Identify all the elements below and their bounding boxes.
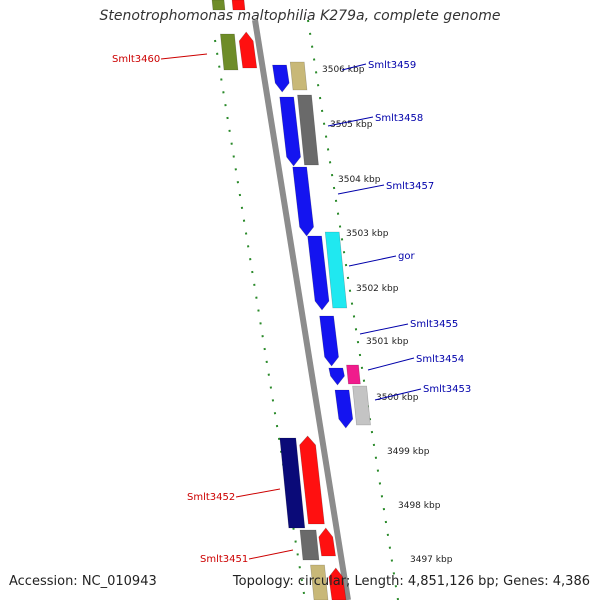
- gene-label-smlt3455: Smlt3455: [410, 319, 458, 330]
- gene-minus-arrow: [238, 31, 258, 69]
- gene-partial-top-olive: [211, 0, 226, 11]
- scale-tick-label: 3498 kbp: [398, 501, 441, 511]
- gene-smlt3460-block: [220, 33, 239, 71]
- scale-tick-label: 3502 kbp: [356, 284, 399, 294]
- gene-smlt3455-arrow: [319, 315, 339, 367]
- gene-label-leader: [341, 63, 367, 71]
- topology-text: Topology: circular; Length: 4,851,126 bp…: [232, 574, 590, 589]
- gene-label-smlt3457: Smlt3457: [386, 181, 434, 192]
- accession-text: Accession: NC_010943: [9, 574, 157, 589]
- gene-label-leader: [327, 116, 374, 127]
- scale-tick-label: 3499 kbp: [387, 447, 430, 457]
- gene-smlt3452-arrow: [299, 435, 325, 525]
- gene-smlt3452-block: [279, 437, 306, 529]
- gene-gor-block: [324, 231, 348, 309]
- scale-tick-label: 3505 kbp: [330, 120, 373, 130]
- gene-smlt3458-block: [297, 94, 319, 166]
- gene-smlt3459-arrow: [272, 64, 290, 93]
- gene-gor-neighbour-arrow: [307, 235, 330, 311]
- gene-smlt3453-block: [352, 385, 371, 426]
- gene-label-smlt3453: Smlt3453: [423, 384, 471, 395]
- gene-smlt3457-arrow: [292, 166, 314, 237]
- gene-label-smlt3460: Smlt3460: [112, 54, 160, 65]
- gene-label-leader: [367, 357, 415, 371]
- scale-tick-label: 3500 kbp: [376, 393, 419, 403]
- gene-label-smlt3459: Smlt3459: [368, 60, 416, 71]
- gene-smlt3459-block: [289, 61, 308, 91]
- gene-label-smlt3451: Smlt3451: [200, 554, 248, 565]
- gene-partial-top-red: [231, 0, 246, 11]
- gene-label-leader: [348, 255, 397, 267]
- scale-tick-label: 3504 kbp: [338, 175, 381, 185]
- gene-label-leader: [374, 388, 422, 401]
- gene-smlt3454-arrow: [328, 367, 345, 386]
- genome-backbone: [252, 19, 351, 600]
- gene-label-leader: [248, 549, 294, 560]
- scale-tick-label: 3497 kbp: [410, 555, 453, 565]
- gene-label-leader: [235, 488, 281, 498]
- gene-smlt3458-arrow: [279, 96, 301, 167]
- scale-tick-label: 3501 kbp: [366, 337, 409, 347]
- gene-smlt3453-arrow: [334, 389, 354, 429]
- gene-label-leader: [359, 323, 409, 335]
- gene-smlt3451-arrow: [318, 527, 336, 557]
- gene-label-gor: gor: [398, 251, 415, 262]
- gene-label-leader: [337, 184, 385, 195]
- gene-smlt3451-block: [299, 529, 320, 561]
- gene-partial-bottom-khaki: [310, 564, 329, 600]
- gene-smlt3454-block: [346, 364, 361, 385]
- gene-partial-bottom-red: [328, 567, 347, 600]
- gene-label-smlt3458: Smlt3458: [375, 113, 423, 124]
- gene-label-smlt3454: Smlt3454: [416, 354, 464, 365]
- map-title: Stenotrophomonas maltophilia K279a, comp…: [99, 8, 501, 24]
- gene-label-leader: [160, 53, 208, 60]
- gene-label-smlt3452: Smlt3452: [187, 492, 235, 503]
- scale-tick-label: 3503 kbp: [346, 229, 389, 239]
